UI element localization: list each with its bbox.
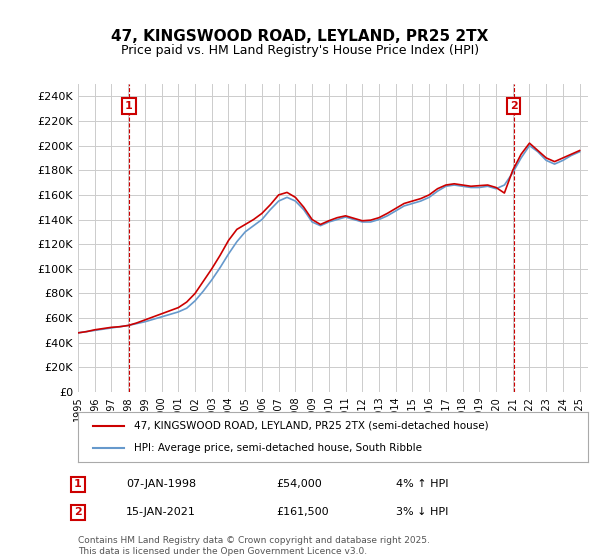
Text: HPI: Average price, semi-detached house, South Ribble: HPI: Average price, semi-detached house,… xyxy=(134,443,422,453)
Text: 15-JAN-2021: 15-JAN-2021 xyxy=(126,507,196,517)
Text: Contains HM Land Registry data © Crown copyright and database right 2025.
This d: Contains HM Land Registry data © Crown c… xyxy=(78,536,430,556)
Text: Price paid vs. HM Land Registry's House Price Index (HPI): Price paid vs. HM Land Registry's House … xyxy=(121,44,479,57)
Text: 2: 2 xyxy=(510,101,517,111)
Text: 2: 2 xyxy=(74,507,82,517)
Text: 3% ↓ HPI: 3% ↓ HPI xyxy=(396,507,448,517)
Text: £161,500: £161,500 xyxy=(276,507,329,517)
Text: 47, KINGSWOOD ROAD, LEYLAND, PR25 2TX: 47, KINGSWOOD ROAD, LEYLAND, PR25 2TX xyxy=(112,29,488,44)
Text: 4% ↑ HPI: 4% ↑ HPI xyxy=(396,479,449,489)
Text: £54,000: £54,000 xyxy=(276,479,322,489)
Text: 1: 1 xyxy=(74,479,82,489)
Text: 07-JAN-1998: 07-JAN-1998 xyxy=(126,479,196,489)
Text: 1: 1 xyxy=(125,101,133,111)
Text: 47, KINGSWOOD ROAD, LEYLAND, PR25 2TX (semi-detached house): 47, KINGSWOOD ROAD, LEYLAND, PR25 2TX (s… xyxy=(134,421,489,431)
